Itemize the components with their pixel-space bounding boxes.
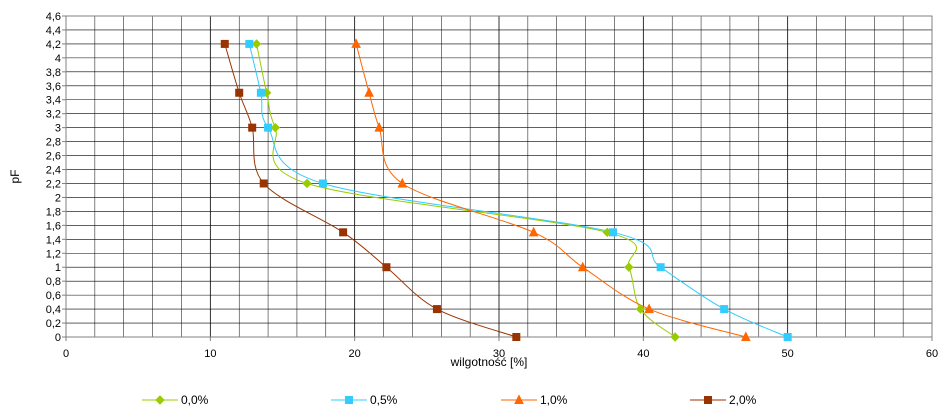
y-tick-labels: 0 0,2 0,4 0,6 0,8 1 1,2 1,4 1,6 1,8 2 2,22,4 2,6 2,8 3… [46,11,61,344]
data-point [397,177,408,188]
y-tick-label: 1,2 [46,248,61,260]
y-tick-label: 0,8 [46,276,61,288]
y-tick-label: 4,6 [46,11,61,23]
data-point [577,261,588,272]
y-tick-label: 2,2 [46,178,61,190]
y-tick-label: 4 [55,53,61,65]
y-tick-label: 0,4 [46,304,61,316]
y-axis-title: pF [8,169,22,183]
legend-marker [155,395,165,405]
data-point [783,333,792,341]
x-axis-title: wilgotność [%] [450,355,528,369]
data-point [609,228,618,237]
data-point [624,262,634,272]
x-tick-label: 30 [493,348,505,360]
grid-lines [65,15,933,338]
y-tick-label: 1,6 [46,220,61,232]
x-tick-label: 10 [204,348,216,360]
y-tick-label: 1,8 [46,206,61,218]
data-point [302,178,312,189]
data-point [656,263,665,272]
y-tick-label: 2,8 [46,137,61,149]
data-point [235,88,244,97]
y-tick-label: 1,4 [46,234,61,246]
series-markers [220,38,792,342]
data-point [512,333,521,341]
data-point [528,226,539,237]
data-point [264,123,273,132]
data-point [364,87,374,97]
y-tick-label: 3,4 [46,95,61,107]
x-tick-label: 20 [349,348,361,360]
y-tick-label: 3,6 [46,81,61,93]
legend-label: 0,5% [370,393,398,407]
axes [62,15,933,341]
data-point [670,332,680,342]
data-point [318,179,327,188]
data-point [720,305,729,314]
x-tick-label: 40 [637,348,649,360]
data-point [382,263,391,272]
x-tick-labels: 0 10 20 30 40 50 60 [63,348,938,360]
y-tick-label: 1 [55,262,61,274]
data-point [432,305,441,314]
data-point [259,179,268,188]
y-tick-label: 2,4 [46,165,61,177]
legend: 0,0% 0,5% 1,0% 2,0% [142,393,757,407]
x-tick-label: 60 [926,348,938,360]
data-point [256,88,265,97]
data-point [220,39,229,48]
data-point [635,304,646,314]
x-tick-label: 0 [63,348,69,360]
legend-label: 1,0% [540,393,568,407]
data-point [374,122,385,132]
y-tick-label: 4,2 [46,39,61,51]
legend-marker [345,396,353,404]
y-tick-label: 2,6 [46,151,61,163]
data-point [245,39,254,48]
y-tick-label: 3 [55,123,61,135]
data-point [270,122,280,133]
legend-label: 0,0% [181,393,209,407]
series-line [248,43,788,338]
data-point [248,123,257,132]
x-tick-label: 50 [782,348,794,360]
y-tick-label: 0 [55,332,61,344]
y-tick-label: 0,2 [46,318,61,330]
y-tick-label: 3,8 [46,67,61,79]
data-point [251,39,262,49]
y-tick-label: 0,6 [46,290,61,302]
series-lines [224,43,788,338]
legend-marker [514,394,524,404]
series-line [256,43,676,338]
y-tick-label: 2 [55,192,61,204]
y-tick-label: 4,4 [46,25,61,37]
data-point [644,303,654,314]
data-point [741,331,751,341]
data-point [339,228,348,237]
y-tick-label: 3,2 [46,109,61,121]
data-point [351,38,361,48]
series-line [224,43,517,338]
legend-label: 2,0% [729,393,757,407]
legend-marker [704,396,712,404]
